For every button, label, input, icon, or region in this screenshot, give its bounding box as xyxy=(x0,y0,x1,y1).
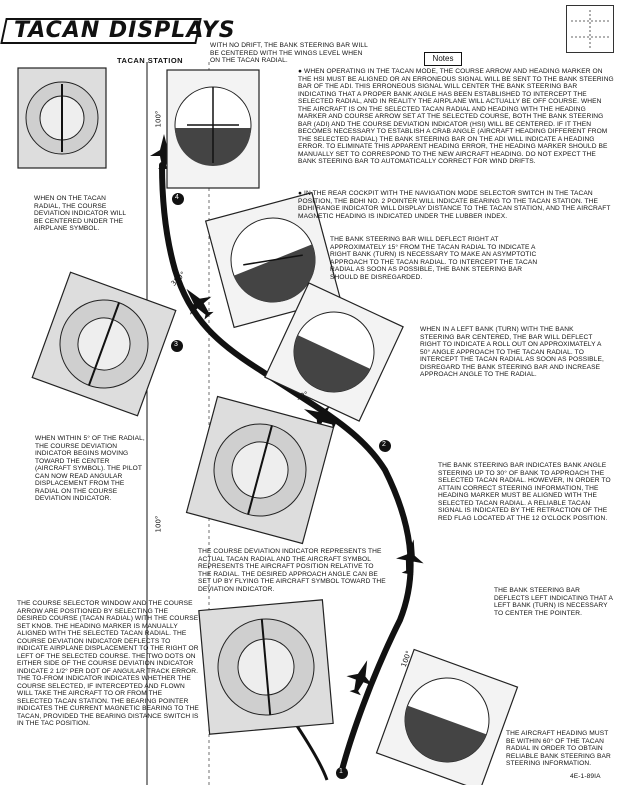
marker-3 xyxy=(171,340,183,352)
marker-2 xyxy=(379,440,391,452)
adi-instrument xyxy=(375,648,519,785)
figure-code: 4E-1-89IA xyxy=(570,773,601,780)
annotation-right-mid-2: WHEN IN A LEFT BANK (TURN) WITH THE BANK… xyxy=(420,326,604,378)
hsi-instrument xyxy=(185,395,335,545)
aircraft-icon xyxy=(150,134,178,169)
radial-label: 100° xyxy=(154,515,163,533)
annotation-left-top: WHEN ON THE TACAN RADIAL, THE COURSE DEV… xyxy=(34,195,126,232)
page-title: TACAN DISPLAYS xyxy=(14,18,236,43)
notes-paragraph-2: ● IN THE REAR COCKPIT WITH THE NAVIGATIO… xyxy=(298,190,611,220)
aircraft-icon xyxy=(186,288,214,320)
hsi-instrument xyxy=(31,271,177,417)
marker-number: 1 xyxy=(339,768,343,775)
hsi-instrument xyxy=(17,67,107,169)
adi-instrument xyxy=(166,69,260,189)
marker-number: 3 xyxy=(174,341,178,348)
radial-label: 100° xyxy=(154,110,163,128)
aircraft-icon xyxy=(396,539,424,575)
notes-label: Notes xyxy=(424,52,462,66)
annotation-left-bottom: THE COURSE SELECTOR WINDOW AND THE COURS… xyxy=(17,600,199,727)
adi-instrument xyxy=(264,282,404,422)
annotation-right-bottom: THE AIRCRAFT HEADING MUST BE WITHIN 60° … xyxy=(506,730,611,767)
annotation-center-lower: THE COURSE DEVIATION INDICATOR REPRESENT… xyxy=(198,548,386,593)
adi-instrument xyxy=(204,191,342,329)
marker-1 xyxy=(336,767,348,779)
page-grid-icon xyxy=(566,5,614,53)
annotation-left-mid: WHEN WITHIN 5° OF THE RADIAL, THE COURSE… xyxy=(35,435,145,502)
annotation-right-small: THE BANK STEERING BAR DEFLECTS LEFT INDI… xyxy=(494,587,613,617)
annotation-top-center: WITH NO DRIFT, THE BANK STEERING BAR WIL… xyxy=(210,42,368,64)
tacan-station-label: TACAN STATION xyxy=(117,56,184,65)
annotation-right-lower: THE BANK STEERING BAR INDICATES BANK ANG… xyxy=(438,462,611,522)
aircraft-icon xyxy=(303,405,339,432)
annotation-right-mid-1: THE BANK STEERING BAR WILL DEFLECT RIGHT… xyxy=(330,236,538,281)
marker-4 xyxy=(172,193,184,205)
aircraft-icon xyxy=(346,660,373,696)
notes-paragraph-1: ● WHEN OPERATING IN THE TACAN MODE, THE … xyxy=(298,68,614,165)
marker-number: 4 xyxy=(175,194,179,201)
marker-number: 2 xyxy=(382,441,386,448)
hsi-instrument xyxy=(198,599,334,735)
flight-path xyxy=(159,162,414,773)
